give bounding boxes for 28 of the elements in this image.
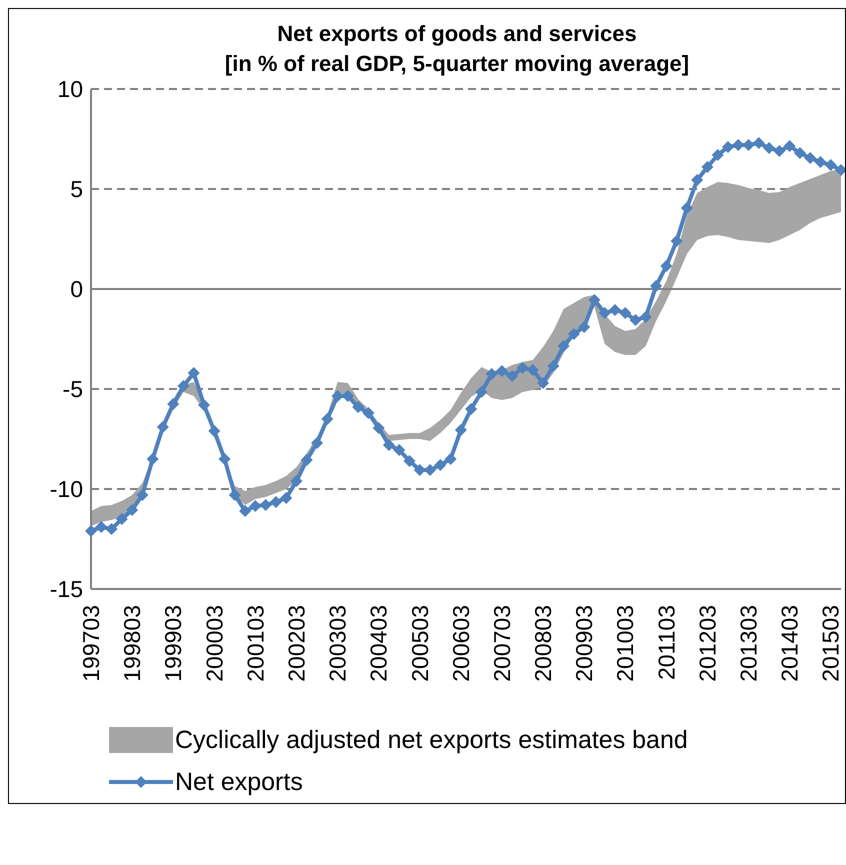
y-tick-label: -10 (50, 476, 83, 502)
x-tick-label: 200303 (324, 605, 351, 682)
x-tick-label: 199703 (78, 605, 104, 682)
x-tick-label: 201303 (736, 605, 762, 682)
legend-label: Net exports (175, 768, 303, 796)
x-tick-label: 201103 (653, 605, 680, 680)
y-tick-label: -5 (62, 376, 83, 402)
y-tick-label: 0 (70, 276, 83, 302)
x-tick-label: 201403 (776, 605, 803, 682)
x-tick-label: 201203 (694, 605, 720, 682)
x-tick-label: 200603 (448, 605, 474, 682)
x-tick-label: 200103 (242, 605, 268, 682)
x-tick-label: 200403 (366, 605, 392, 682)
x-tick-label: 201003 (612, 605, 638, 682)
x-tick-label: 200803 (530, 605, 556, 682)
y-tick-label: -15 (50, 576, 83, 602)
x-tick-label: 200503 (406, 605, 433, 682)
x-tick-label: 199803 (119, 605, 146, 682)
y-tick-label: 5 (70, 176, 83, 202)
x-tick-label: 200203 (283, 605, 310, 682)
y-tick-label: 10 (57, 76, 83, 102)
chart-title: Net exports of goods and services [in % of real GDP, 5-quarter moving average] (224, 20, 690, 76)
legend-label: Cyclically adjusted net exports estimates band (175, 726, 688, 754)
x-tick-label: 199903 (160, 605, 186, 682)
x-tick-label: 200903 (571, 605, 598, 682)
x-tick-label: 200703 (488, 605, 515, 682)
x-tick-label: 201503 (818, 605, 844, 682)
x-tick-label: 200003 (201, 605, 228, 682)
